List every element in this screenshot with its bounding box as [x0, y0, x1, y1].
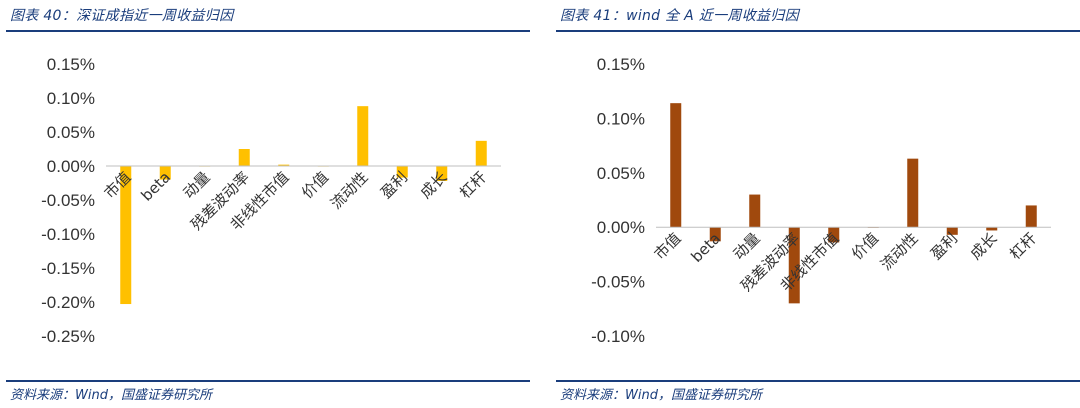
right-top-rule — [556, 30, 1080, 32]
left-bar-1 — [159, 166, 171, 180]
left-bar-8 — [436, 166, 448, 181]
right-category-label: 成长 — [967, 229, 1001, 263]
left-category-label: 流动性 — [327, 168, 372, 213]
right-bar-6 — [907, 158, 919, 228]
right-bar-3 — [788, 227, 800, 304]
left-bar-chart: 0.15% 0.10% 0.05% 0.00% -0.05% -0.10% -0.15% -0… — [41, 55, 501, 346]
left-ytick-label: -0.15% — [41, 259, 95, 278]
left-ytick-label: 0.00% — [47, 157, 95, 176]
left-ytick-label: -0.25% — [41, 327, 95, 346]
right-chart-title: 图表 41：wind 全 A 近一周收益归因 — [560, 8, 799, 24]
left-ytick-label: -0.10% — [41, 225, 95, 244]
right-bar-chart: 0.15%0.10%0.05%0.00%-0.05%-0.10%市值 beta 动量… — [591, 55, 1051, 346]
right-ytick-label: -0.05% — [591, 273, 645, 292]
left-chart-title: 图表 40：深证成指近一周收益归因 — [10, 8, 234, 24]
right-bottom-rule — [556, 380, 1080, 382]
right-category-label: 价值 — [848, 229, 882, 263]
right-bar-1 — [709, 227, 721, 242]
right-category-label: 杠杆 — [1006, 229, 1040, 263]
left-ytick-label: 0.15% — [47, 55, 95, 74]
left-bar-9 — [475, 140, 487, 166]
left-category-label: 杠杆 — [456, 168, 490, 202]
right-category-label: 动量 — [730, 229, 764, 263]
right-source-note: 资料来源：Wind，国盛证券研究所 — [560, 388, 762, 403]
left-ytick-label: 0.05% — [47, 123, 95, 142]
left-bar-3 — [238, 149, 250, 166]
right-bar-4 — [828, 227, 840, 243]
left-bar-7 — [396, 166, 408, 178]
right-bar-8 — [986, 227, 998, 231]
left-category-label: 价值 — [298, 168, 332, 202]
left-ytick-label: -0.20% — [41, 293, 95, 312]
right-bar-7 — [946, 227, 958, 235]
right-ytick-label: 0.05% — [597, 164, 645, 183]
left-bar-0 — [120, 166, 132, 305]
right-panel: 图表 41：wind 全 A 近一周收益归因 0.15% 0.10% 0.05% 0.… — [556, 0, 1080, 408]
left-panel: 图表 40：深证成指近一周收益归因 0.15% 0.10% 0.05% 0.00% -0… — [6, 0, 530, 408]
right-ytick-label: 0.15% — [597, 55, 645, 74]
right-category-label: 流动性 — [877, 229, 922, 274]
left-ytick-label: -0.05% — [41, 191, 95, 210]
right-ytick-label: 0.10% — [597, 109, 645, 128]
right-bar-9 — [1025, 205, 1037, 228]
left-source-note: 资料来源：Wind，国盛证券研究所 — [10, 388, 212, 403]
right-bar-0 — [670, 103, 682, 228]
left-bottom-rule — [6, 380, 530, 382]
right-bar-2 — [749, 194, 761, 228]
left-ytick-label: 0.10% — [47, 89, 95, 108]
left-category-label: 动量 — [180, 168, 214, 202]
right-ytick-label: -0.10% — [591, 327, 645, 346]
left-bar-4 — [278, 164, 290, 166]
left-bar-6 — [357, 106, 369, 166]
right-ytick-label: 0.00% — [597, 218, 645, 237]
left-top-rule — [6, 30, 530, 32]
right-category-label: 市值 — [651, 229, 685, 263]
